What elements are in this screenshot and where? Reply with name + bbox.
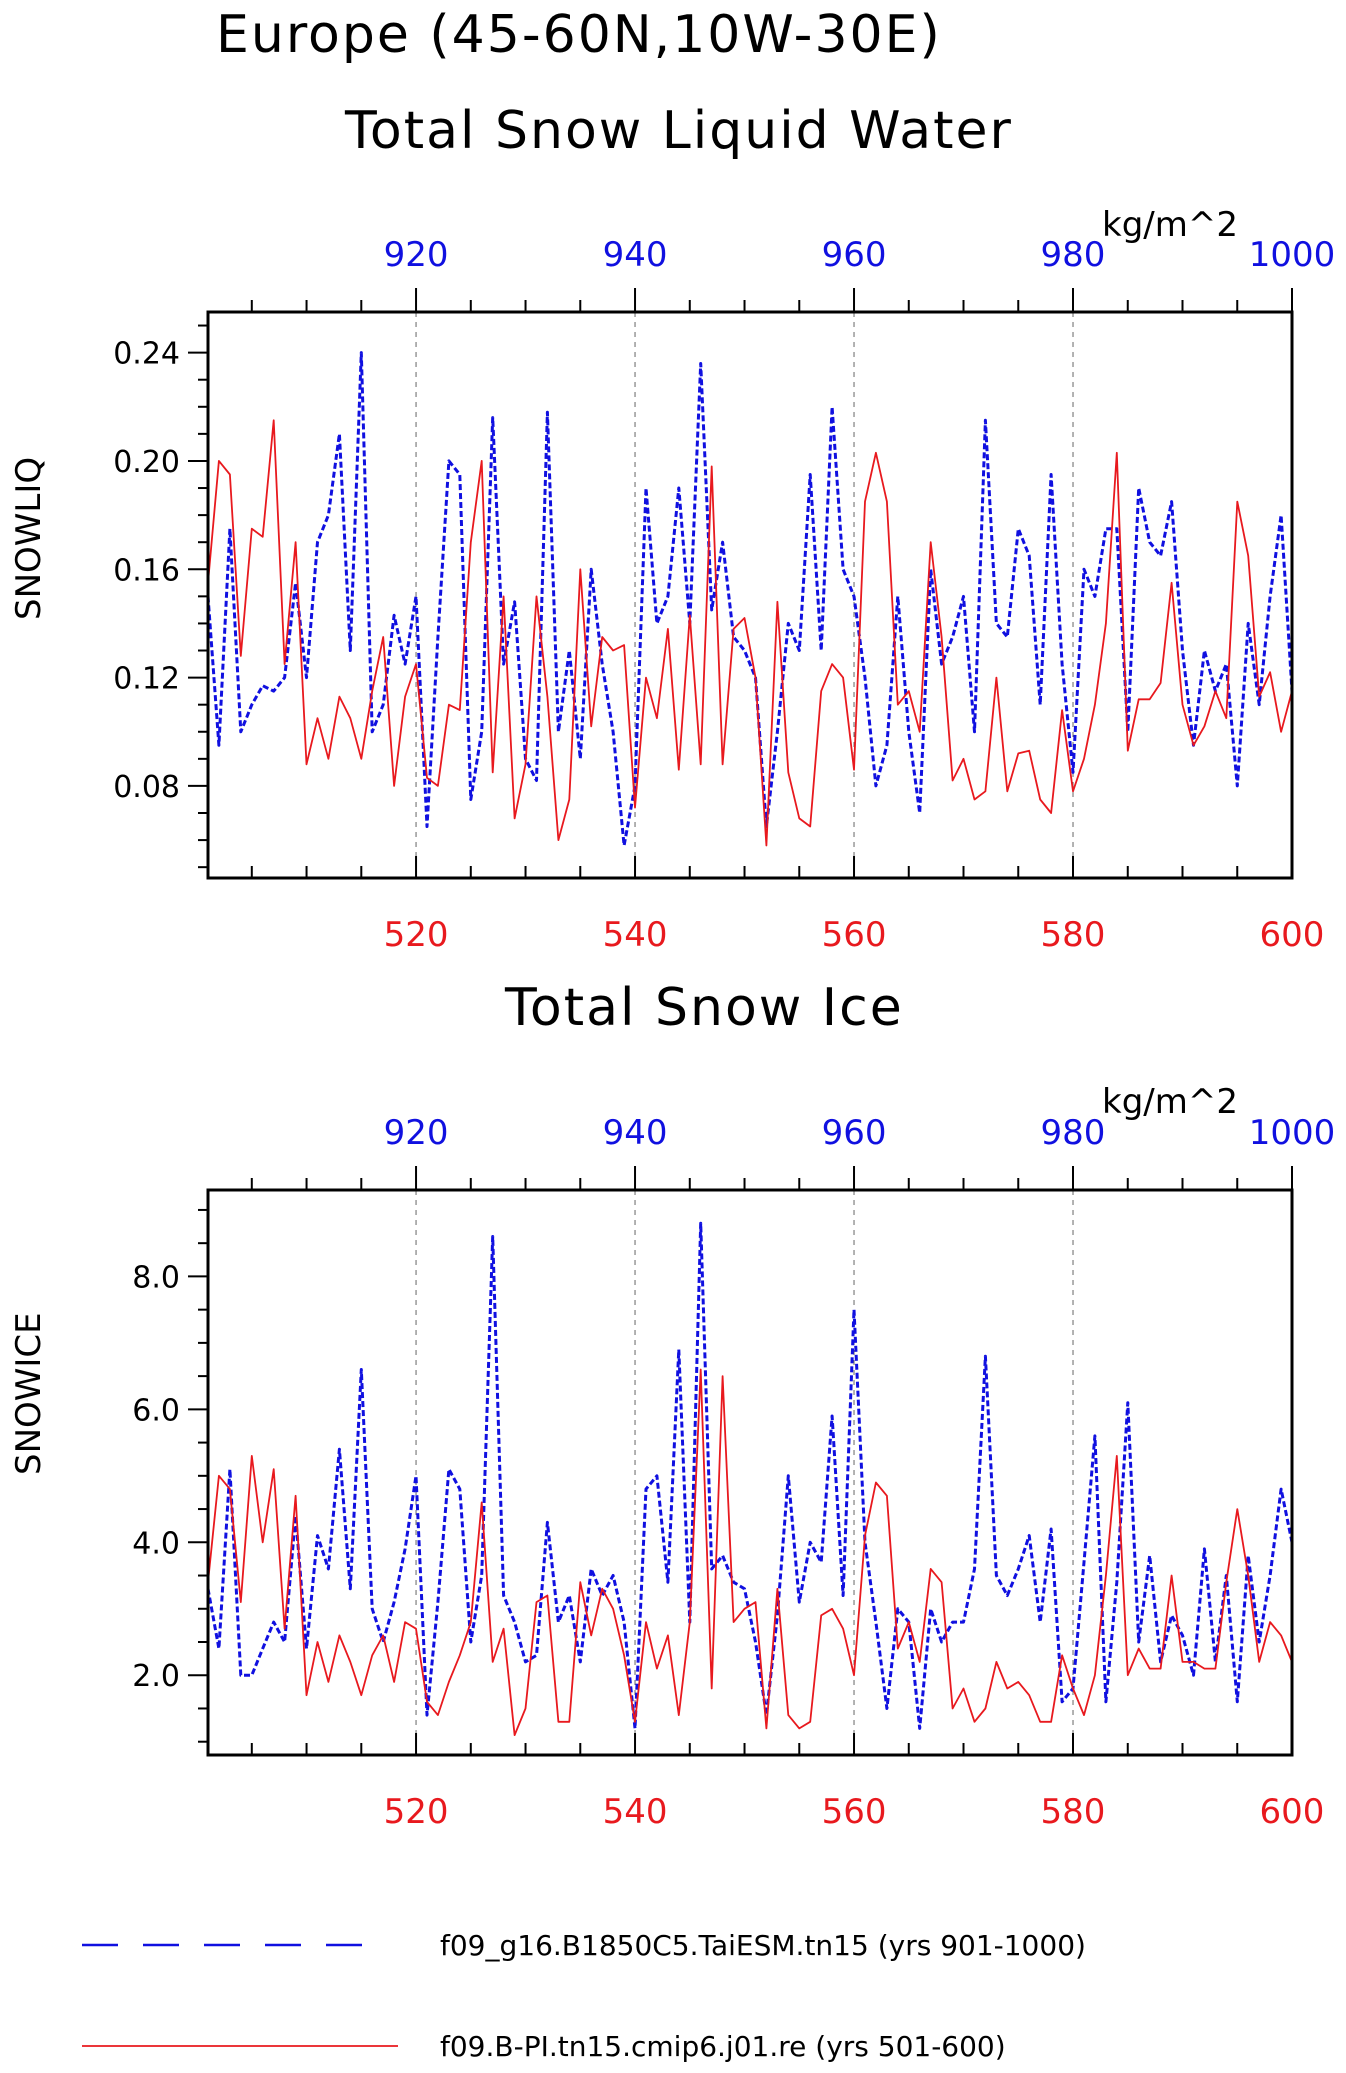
x-top-tick-label: 980: [1041, 1113, 1106, 1153]
y-axis-label: SNOWICE: [9, 1312, 49, 1475]
x-top-tick-label: 920: [384, 1113, 449, 1153]
y-tick-label: 2.0: [132, 1659, 180, 1694]
x-bottom-tick-label: 540: [603, 915, 668, 955]
y-tick-label: 6.0: [132, 1393, 180, 1428]
y-tick-label: 4.0: [132, 1526, 180, 1561]
x-bottom-tick-label: 540: [603, 1792, 668, 1832]
y-tick-label: 0.24: [113, 337, 180, 372]
y-tick-label: 0.08: [113, 770, 180, 805]
figure-title-line1: Europe (45-60N,10W-30E): [216, 5, 942, 65]
x-top-tick-label: 1000: [1249, 1113, 1336, 1153]
x-top-tick-label: 1000: [1249, 235, 1336, 275]
x-top-tick-label: 920: [384, 235, 449, 275]
x-bottom-tick-label: 560: [822, 915, 887, 955]
chart-panel-snowliq: kg/m^2 SNOWLIQ 520 540 560 580 600 920 940 960 9…: [9, 205, 1335, 955]
x-top-tick-label: 980: [1041, 235, 1106, 275]
x-top-tick-label: 940: [603, 1113, 668, 1153]
panel-title-snowice: Total Snow Ice: [504, 978, 904, 1038]
figure-title-line2: Total Snow Liquid Water: [344, 101, 1013, 161]
x-bottom-tick-label: 600: [1260, 915, 1325, 955]
x-top-tick-label: 940: [603, 235, 668, 275]
legend: f09_g16.B1850C5.TaiESM.tn15 (yrs 901-100…: [82, 1929, 1086, 2063]
x-top-tick-label: 960: [822, 235, 887, 275]
series-line-bottom: [207, 1368, 1293, 1736]
x-bottom-tick-label: 520: [384, 915, 449, 955]
series-line-bottom: [207, 419, 1293, 847]
x-top-tick-label: 960: [822, 1113, 887, 1153]
units-label: kg/m^2: [1102, 205, 1238, 245]
x-bottom-tick-label: 600: [1260, 1792, 1325, 1832]
series-line-top: [206, 1221, 1294, 1730]
units-label: kg/m^2: [1102, 1082, 1238, 1122]
chart-panel-snowice: kg/m^2 SNOWICE 520 540 560 580 600 920 940 960 9…: [9, 1082, 1335, 1832]
y-tick-label: 0.20: [113, 445, 180, 480]
x-bottom-tick-label: 580: [1041, 1792, 1106, 1832]
plot-frame: [206, 310, 1294, 880]
y-tick-label: 0.16: [113, 553, 180, 588]
legend-label-taiesm: f09_g16.B1850C5.TaiESM.tn15 (yrs 901-100…: [440, 1929, 1086, 1962]
plot-frame: [206, 1188, 1294, 1757]
x-bottom-tick-label: 560: [822, 1792, 887, 1832]
y-axis-label: SNOWLIQ: [9, 457, 49, 620]
x-bottom-tick-label: 520: [384, 1792, 449, 1832]
y-tick-label: 0.12: [113, 662, 180, 697]
legend-label-cmip6: f09.B-PI.tn15.cmip6.j01.re (yrs 501-600): [440, 2030, 1006, 2063]
y-tick-label: 8.0: [132, 1260, 180, 1295]
x-bottom-tick-label: 580: [1041, 915, 1106, 955]
series-line-top: [206, 351, 1294, 847]
